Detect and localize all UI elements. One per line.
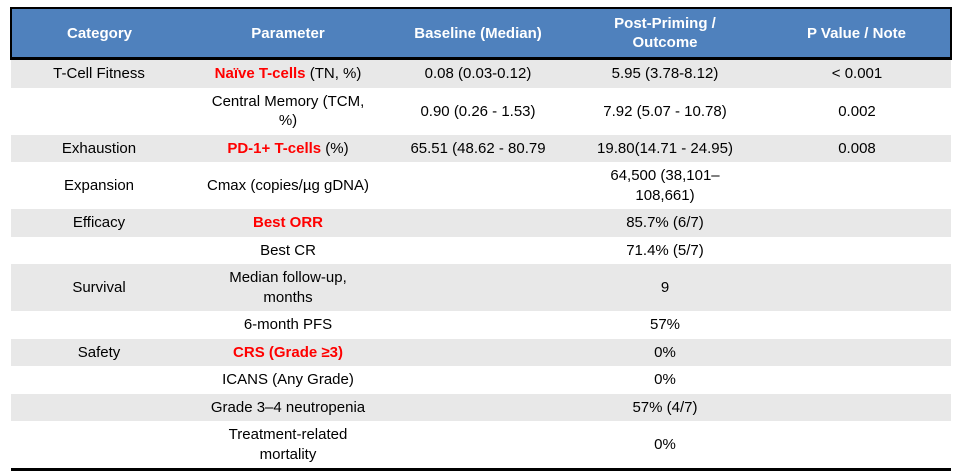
table-row: Efficacy Best ORR 85.7% (6/7) bbox=[11, 209, 951, 237]
p-value-cell bbox=[763, 236, 951, 265]
parameter-cell: CRS (Grade ≥3) bbox=[187, 338, 389, 367]
category-cell bbox=[11, 87, 187, 135]
baseline-cell: 0.90 (0.26 - 1.53) bbox=[389, 87, 567, 135]
post-priming-cell: 0% bbox=[567, 366, 763, 394]
baseline-cell bbox=[389, 366, 567, 394]
p-value-cell: < 0.001 bbox=[763, 58, 951, 88]
parameter-plain-text: (%) bbox=[321, 139, 349, 157]
post-priming-cell: 71.4% (5/7) bbox=[567, 236, 763, 265]
table-body: T-Cell Fitness Naïve T-cells (TN, %) 0.0… bbox=[11, 58, 951, 470]
p-value-cell bbox=[763, 421, 951, 470]
baseline-cell: 65.51 (48.62 - 80.79 bbox=[389, 134, 567, 163]
baseline-cell: 0.08 (0.03-0.12) bbox=[389, 58, 567, 88]
parameter-plain-text: (TN, %) bbox=[305, 65, 362, 83]
baseline-cell bbox=[389, 236, 567, 265]
parameter-plain-text: ICANS (Any Grade) bbox=[222, 371, 354, 389]
table-row: Exhaustion PD-1+ T-cells (%) 65.51 (48.6… bbox=[11, 134, 951, 163]
parameter-cell: ICANS (Any Grade) bbox=[187, 366, 389, 394]
p-value-cell bbox=[763, 393, 951, 422]
parameter-cell: 6-month PFS bbox=[187, 311, 389, 339]
category-cell: Efficacy bbox=[11, 209, 187, 237]
parameter-plain-text: Cmax (copies/µg gDNA) bbox=[206, 177, 370, 195]
p-value-cell bbox=[763, 162, 951, 210]
category-cell bbox=[11, 236, 187, 265]
parameter-highlight-text: PD-1+ T-cells bbox=[227, 139, 322, 157]
p-value-cell bbox=[763, 311, 951, 339]
parameter-plain-text: Treatment-related mortality bbox=[228, 426, 348, 463]
baseline-cell bbox=[389, 338, 567, 367]
table-row: T-Cell Fitness Naïve T-cells (TN, %) 0.0… bbox=[11, 58, 951, 88]
category-cell: Survival bbox=[11, 264, 187, 312]
table-row: Best CR 71.4% (5/7) bbox=[11, 236, 951, 265]
category-cell: Exhaustion bbox=[11, 134, 187, 163]
parameter-plain-text: Median follow-up, months bbox=[229, 269, 347, 306]
post-priming-cell: 64,500 (38,101– 108,661) bbox=[567, 162, 763, 210]
table-row: ICANS (Any Grade) 0% bbox=[11, 366, 951, 394]
category-cell bbox=[11, 421, 187, 470]
clinical-results-table: Category Parameter Baseline (Median) Pos… bbox=[10, 7, 952, 471]
p-value-cell bbox=[763, 209, 951, 237]
post-priming-cell: 57% bbox=[567, 311, 763, 339]
column-header-post-priming: Post-Priming / Outcome bbox=[567, 7, 763, 61]
category-cell bbox=[11, 366, 187, 394]
parameter-cell: PD-1+ T-cells (%) bbox=[187, 134, 389, 163]
parameter-plain-text: Best CR bbox=[260, 241, 316, 259]
column-header-parameter: Parameter bbox=[187, 7, 389, 61]
table-row: Central Memory (TCM, %) 0.90 (0.26 - 1.5… bbox=[11, 87, 951, 135]
parameter-highlight-text: Naïve T-cells bbox=[214, 65, 306, 83]
category-cell bbox=[11, 311, 187, 339]
header-row: Category Parameter Baseline (Median) Pos… bbox=[10, 7, 952, 61]
column-header-category: Category bbox=[10, 7, 187, 61]
post-priming-cell: 9 bbox=[567, 264, 763, 312]
baseline-cell bbox=[389, 264, 567, 312]
page-background: Category Parameter Baseline (Median) Pos… bbox=[10, 7, 952, 471]
baseline-cell bbox=[389, 311, 567, 339]
category-cell: Safety bbox=[11, 338, 187, 367]
post-priming-cell: 5.95 (3.78-8.12) bbox=[567, 58, 763, 88]
table-header: Category Parameter Baseline (Median) Pos… bbox=[10, 7, 952, 61]
post-priming-cell: 0% bbox=[567, 421, 763, 470]
parameter-plain-text: Grade 3–4 neutropenia bbox=[210, 398, 366, 416]
parameter-cell: Treatment-related mortality bbox=[187, 421, 389, 470]
baseline-cell bbox=[389, 421, 567, 470]
table-row: Treatment-related mortality 0% bbox=[11, 421, 951, 470]
table-row: Survival Median follow-up, months 9 bbox=[11, 264, 951, 312]
parameter-cell: Cmax (copies/µg gDNA) bbox=[187, 162, 389, 210]
parameter-highlight-text: CRS (Grade ≥3) bbox=[233, 343, 343, 361]
baseline-cell bbox=[389, 209, 567, 237]
table-row: 6-month PFS 57% bbox=[11, 311, 951, 339]
category-cell bbox=[11, 393, 187, 422]
post-priming-cell: 0% bbox=[567, 338, 763, 367]
post-priming-cell: 85.7% (6/7) bbox=[567, 209, 763, 237]
parameter-plain-text: Central Memory (TCM, %) bbox=[211, 92, 365, 130]
column-header-p-value: P Value / Note bbox=[763, 7, 952, 61]
parameter-cell: Median follow-up, months bbox=[187, 264, 389, 312]
post-priming-cell: 7.92 (5.07 - 10.78) bbox=[567, 87, 763, 135]
category-cell: T-Cell Fitness bbox=[11, 58, 187, 88]
p-value-cell: 0.002 bbox=[763, 87, 951, 135]
post-priming-cell: 57% (4/7) bbox=[567, 393, 763, 422]
parameter-plain-text: 6-month PFS bbox=[243, 316, 333, 334]
table-row: Safety CRS (Grade ≥3) 0% bbox=[11, 338, 951, 367]
parameter-cell: Best ORR bbox=[187, 209, 389, 237]
p-value-cell bbox=[763, 366, 951, 394]
p-value-cell: 0.008 bbox=[763, 134, 951, 163]
parameter-highlight-text: Best ORR bbox=[252, 214, 323, 232]
post-priming-cell: 19.80(14.71 - 24.95) bbox=[567, 134, 763, 163]
p-value-cell bbox=[763, 264, 951, 312]
p-value-cell bbox=[763, 338, 951, 367]
parameter-cell: Central Memory (TCM, %) bbox=[187, 87, 389, 135]
parameter-cell: Grade 3–4 neutropenia bbox=[187, 393, 389, 422]
column-header-baseline: Baseline (Median) bbox=[389, 7, 567, 61]
parameter-cell: Best CR bbox=[187, 236, 389, 265]
table-row: Expansion Cmax (copies/µg gDNA) 64,500 (… bbox=[11, 162, 951, 210]
parameter-cell: Naïve T-cells (TN, %) bbox=[187, 58, 389, 88]
table-row: Grade 3–4 neutropenia 57% (4/7) bbox=[11, 393, 951, 422]
category-cell: Expansion bbox=[11, 162, 187, 210]
baseline-cell bbox=[389, 393, 567, 422]
baseline-cell bbox=[389, 162, 567, 210]
